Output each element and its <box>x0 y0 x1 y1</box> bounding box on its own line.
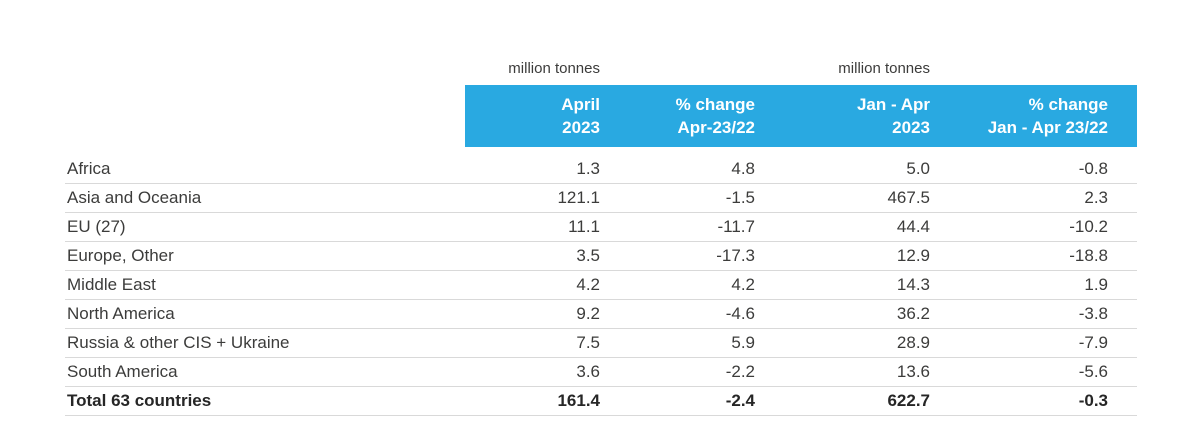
unit-labels-row: million tonnes million tonnes <box>65 60 1137 85</box>
region-header-cell <box>65 85 465 147</box>
jan-apr-value: 36.2 <box>767 299 942 329</box>
col-header-line: % change <box>1028 95 1108 114</box>
jan-apr-change-value: -0.8 <box>942 147 1137 184</box>
col-header-line: Jan - Apr <box>856 95 930 114</box>
col-header-line: 2023 <box>892 118 930 137</box>
region-label: Middle East <box>65 270 465 300</box>
april-value: 1.3 <box>465 147 612 184</box>
steel-production-table: million tonnes million tonnes April 2023… <box>65 60 1137 416</box>
col-header-jan-apr: Jan - Apr 2023 <box>767 85 942 147</box>
jan-apr-value: 14.3 <box>767 270 942 300</box>
jan-apr-value: 44.4 <box>767 212 942 242</box>
jan-apr-value: 13.6 <box>767 357 942 387</box>
jan-apr-change-value: -5.6 <box>942 357 1137 387</box>
jan-apr-change-value: -10.2 <box>942 212 1137 242</box>
april-total: 161.4 <box>465 386 612 416</box>
spacer-cell <box>612 60 767 85</box>
jan-apr-value: 12.9 <box>767 241 942 271</box>
table-header-row: April 2023 % change Apr-23/22 Jan - Apr … <box>65 85 1137 147</box>
col-header-line: April <box>561 95 600 114</box>
steel-production-table-wrap: million tonnes million tonnes April 2023… <box>65 60 1137 416</box>
unit-label-monthly: million tonnes <box>508 60 600 77</box>
apr-change-value: 4.8 <box>612 147 767 184</box>
jan-apr-change-value: 2.3 <box>942 183 1137 213</box>
apr-change-value: 4.2 <box>612 270 767 300</box>
april-value: 4.2 <box>465 270 612 300</box>
apr-change-value: -4.6 <box>612 299 767 329</box>
table-row: Africa 1.3 4.8 5.0 -0.8 <box>65 147 1137 184</box>
table-row: North America 9.2 -4.6 36.2 -3.8 <box>65 299 1137 329</box>
jan-apr-value: 5.0 <box>767 147 942 184</box>
spacer-cell <box>65 60 465 85</box>
spacer-cell <box>942 60 1137 85</box>
region-label: Asia and Oceania <box>65 183 465 213</box>
region-label: Russia & other CIS + Ukraine <box>65 328 465 358</box>
jan-apr-change-value: -3.8 <box>942 299 1137 329</box>
col-header-line: Apr-23/22 <box>677 118 755 137</box>
april-value: 9.2 <box>465 299 612 329</box>
table-row: Russia & other CIS + Ukraine 7.5 5.9 28.… <box>65 328 1137 358</box>
table-total-row: Total 63 countries 161.4 -2.4 622.7 -0.3 <box>65 386 1137 416</box>
jan-apr-change-total: -0.3 <box>942 386 1137 416</box>
col-header-jan-apr-change: % change Jan - Apr 23/22 <box>942 85 1137 147</box>
region-label: Europe, Other <box>65 241 465 271</box>
table-row: South America 3.6 -2.2 13.6 -5.6 <box>65 357 1137 387</box>
jan-apr-value: 28.9 <box>767 328 942 358</box>
region-label: EU (27) <box>65 212 465 242</box>
apr-change-value: 5.9 <box>612 328 767 358</box>
table-row: Middle East 4.2 4.2 14.3 1.9 <box>65 270 1137 300</box>
col-header-line: Jan - Apr 23/22 <box>987 118 1108 137</box>
col-header-april: April 2023 <box>465 85 612 147</box>
april-value: 7.5 <box>465 328 612 358</box>
table-row: Europe, Other 3.5 -17.3 12.9 -18.8 <box>65 241 1137 271</box>
jan-apr-change-value: -18.8 <box>942 241 1137 271</box>
april-value: 11.1 <box>465 212 612 242</box>
col-header-line: % change <box>675 95 755 114</box>
apr-change-value: -1.5 <box>612 183 767 213</box>
total-label: Total 63 countries <box>65 386 465 416</box>
apr-change-value: -17.3 <box>612 241 767 271</box>
region-label: South America <box>65 357 465 387</box>
april-value: 121.1 <box>465 183 612 213</box>
region-label: Africa <box>65 147 465 184</box>
jan-apr-change-value: 1.9 <box>942 270 1137 300</box>
apr-change-value: -2.2 <box>612 357 767 387</box>
table-row: EU (27) 11.1 -11.7 44.4 -10.2 <box>65 212 1137 242</box>
col-header-line: 2023 <box>562 118 600 137</box>
apr-change-total: -2.4 <box>612 386 767 416</box>
jan-apr-value: 467.5 <box>767 183 942 213</box>
col-header-apr-change: % change Apr-23/22 <box>612 85 767 147</box>
apr-change-value: -11.7 <box>612 212 767 242</box>
april-value: 3.6 <box>465 357 612 387</box>
region-label: North America <box>65 299 465 329</box>
jan-apr-change-value: -7.9 <box>942 328 1137 358</box>
april-value: 3.5 <box>465 241 612 271</box>
jan-apr-total: 622.7 <box>767 386 942 416</box>
table-row: Asia and Oceania 121.1 -1.5 467.5 2.3 <box>65 183 1137 213</box>
unit-label-cumulative: million tonnes <box>838 60 930 77</box>
